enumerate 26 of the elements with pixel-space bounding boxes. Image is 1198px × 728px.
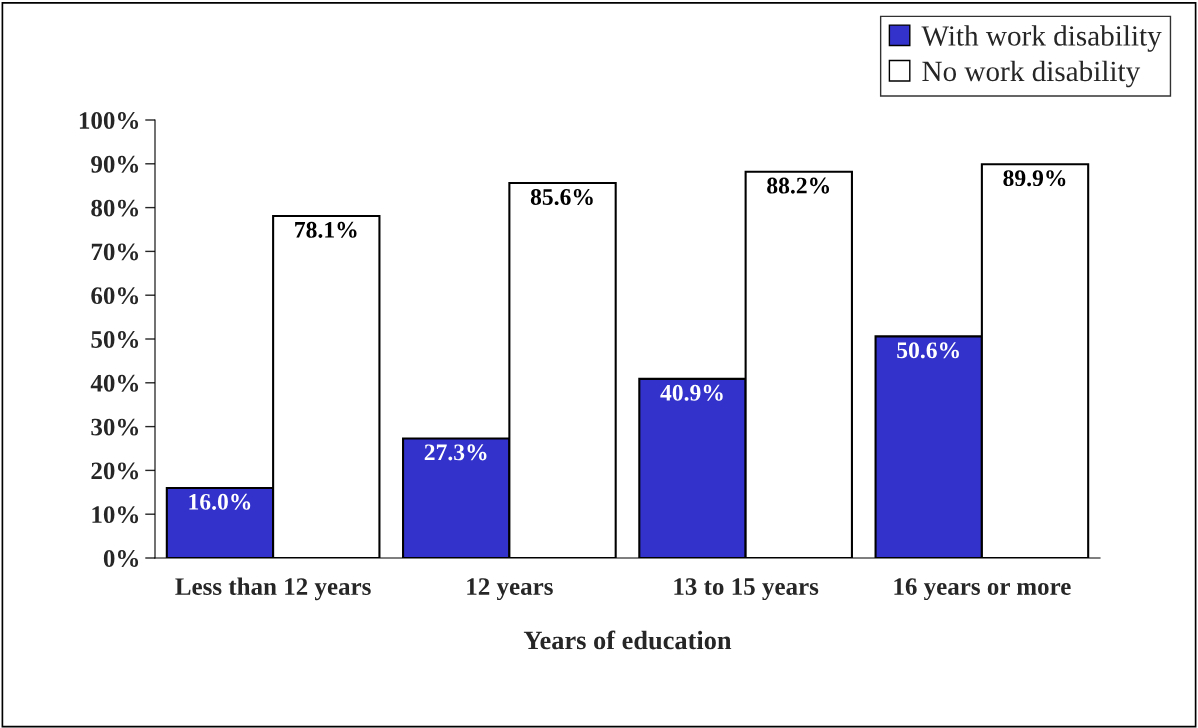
y-tick-label: 70%: [91, 243, 139, 261]
data-label: 88.2%: [767, 177, 830, 194]
data-label: 85.6%: [530, 189, 593, 206]
y-tick-label: 100%: [79, 112, 139, 129]
data-label: 16.0%: [189, 493, 251, 510]
data-label: 40.9%: [660, 384, 723, 401]
y-tick-label: 80%: [91, 199, 139, 217]
x-axis-title: Years of education: [523, 630, 732, 650]
data-label: 78.1%: [295, 221, 357, 238]
y-tick-label: 20%: [91, 462, 139, 480]
data-label: 27.3%: [424, 444, 487, 461]
legend-label: No work disability: [922, 60, 1141, 88]
data-label: 89.9%: [1003, 170, 1066, 187]
y-tick-label: 10%: [92, 506, 139, 524]
y-tick-label: 30%: [91, 418, 139, 436]
data-label: 50.6%: [897, 342, 959, 359]
x-tick-label: 12 years: [467, 578, 553, 601]
y-tick-label: 50%: [91, 331, 139, 348]
legend-label: With work disability: [921, 25, 1162, 52]
x-tick-label: 13 to 15 years: [674, 578, 819, 601]
y-tick-label: 0%: [103, 550, 139, 567]
y-tick-label: 90%: [91, 155, 139, 173]
y-tick-label: 60%: [91, 287, 139, 305]
x-tick-label: Less than 12 years: [175, 577, 371, 601]
x-tick-label: 16 years or more: [894, 578, 1071, 601]
y-tick-label: 40%: [90, 374, 139, 392]
